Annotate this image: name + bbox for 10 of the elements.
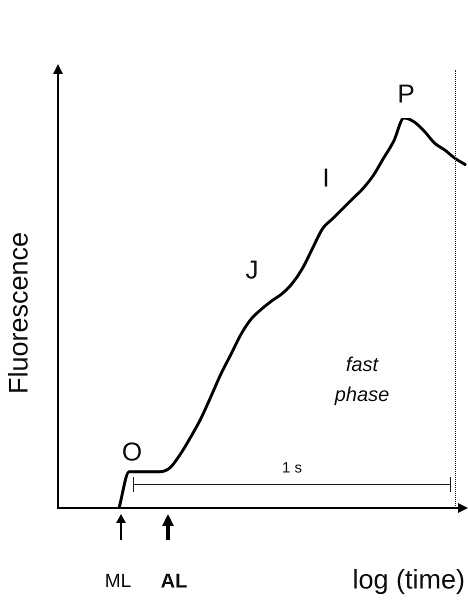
annotation: 1 s xyxy=(282,460,302,476)
annotation: J xyxy=(246,254,258,286)
text: P xyxy=(397,78,415,110)
x-axis-title: log (time) xyxy=(352,564,465,594)
text: AL xyxy=(160,570,188,594)
annotation: O xyxy=(122,436,142,468)
annotation: I xyxy=(322,162,330,194)
annotation: fast phase xyxy=(333,353,390,408)
y-axis-title: Fluorescence xyxy=(4,232,34,394)
text: ML xyxy=(104,571,132,593)
